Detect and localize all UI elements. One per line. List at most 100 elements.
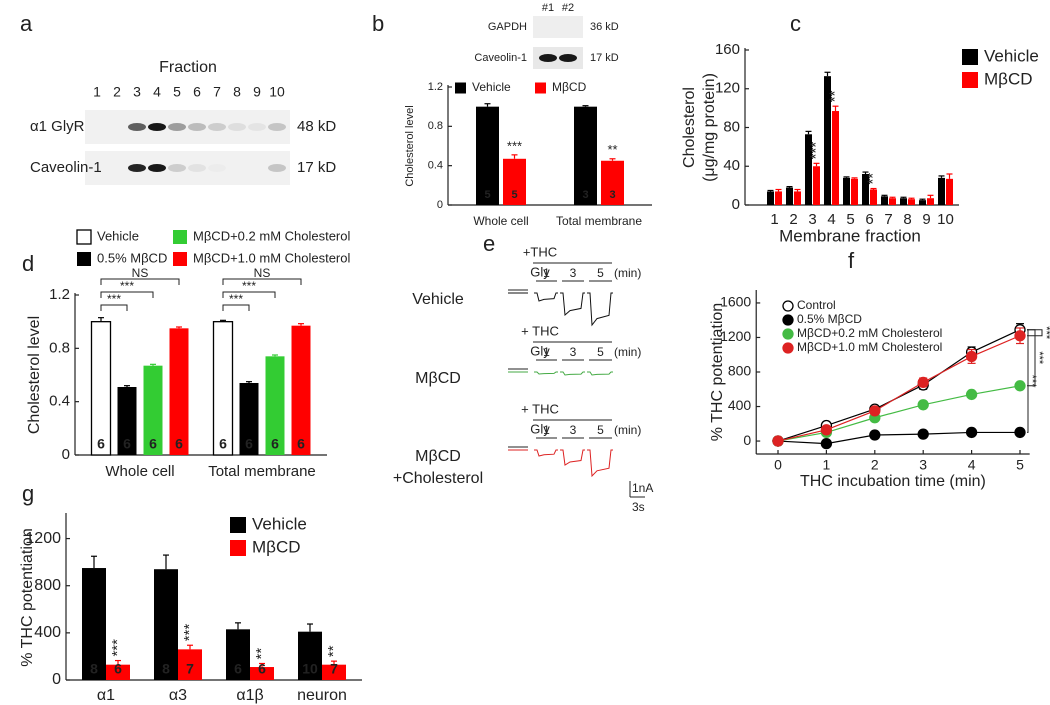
significance: *** [1040, 326, 1050, 340]
bar [851, 178, 858, 205]
lane-label: #2 [562, 2, 574, 14]
lane-label: 9 [253, 84, 261, 100]
bar [106, 664, 130, 680]
y-tick-label: 0.8 [428, 120, 443, 132]
data-point [869, 405, 881, 417]
y-tick-label: 1.2 [428, 81, 443, 93]
bar [927, 198, 934, 205]
lane-label: 6 [193, 84, 201, 100]
n-label: 6 [97, 436, 105, 452]
data-point [917, 399, 929, 411]
bar [298, 631, 322, 680]
x-tick-label: 10 [937, 211, 954, 228]
legend-swatch [455, 82, 466, 94]
data-point [869, 429, 881, 441]
legend-label: 0.5% MβCD [797, 312, 862, 326]
bar [938, 177, 945, 205]
bar [239, 383, 259, 455]
bar [832, 111, 839, 205]
agonist-label: Gly [530, 421, 550, 436]
x-tick-label: 6 [865, 211, 873, 228]
data-point [820, 424, 833, 436]
legend-swatch [230, 517, 246, 533]
lane-label: 7 [213, 84, 221, 100]
blot-band [208, 123, 226, 131]
blot-band [128, 164, 146, 172]
n-label: 6 [258, 661, 266, 677]
blot-band [128, 123, 146, 131]
data-point [820, 437, 833, 450]
bar [265, 356, 285, 455]
bracket-label: NS [132, 266, 149, 280]
unit-label: (min) [614, 423, 641, 437]
time-label: 3 [570, 266, 577, 280]
panel-label: e [483, 231, 495, 256]
bar [946, 178, 953, 205]
y-axis-label: (μg/mg protein) [701, 73, 718, 182]
bar [601, 160, 624, 205]
n-label: 6 [114, 661, 122, 677]
data-point [1014, 380, 1026, 392]
x-tick-label: 5 [1016, 457, 1024, 473]
current-trace [534, 371, 558, 375]
bar [813, 166, 820, 205]
lane-label: 2 [113, 84, 121, 100]
blot-band [168, 123, 186, 131]
agonist-label: Gly [530, 264, 550, 279]
y-axis-label: % THC potentiation [19, 528, 36, 666]
n-label: 5 [484, 189, 490, 201]
legend-swatch [535, 82, 546, 94]
series-line [777, 385, 1021, 442]
condition-label: +Cholesterol [393, 470, 483, 487]
y-tick-label: 800 [728, 363, 752, 379]
agonist-label: Gly [530, 343, 550, 358]
x-tick-label: 1 [823, 457, 831, 473]
blot-band [268, 164, 286, 172]
condition-label: MβCD [415, 370, 461, 387]
significance: *** [181, 624, 198, 642]
bar [870, 189, 877, 205]
time-label: 5 [597, 423, 604, 437]
bar [178, 649, 202, 680]
significance: ** [864, 173, 881, 185]
x-tick-label: 2 [871, 457, 879, 473]
blot-band [208, 164, 226, 172]
bar [82, 568, 106, 680]
bar [212, 321, 234, 456]
y-tick-label: 1.2 [49, 286, 70, 303]
significance: ** [607, 142, 617, 157]
time-label: 5 [597, 345, 604, 359]
x-tick-label: 0 [774, 457, 782, 473]
blot-band [188, 164, 206, 172]
x-tick-label: 1 [770, 211, 778, 228]
protein-label: Caveolin-1 [30, 159, 102, 176]
legend-marker [782, 300, 794, 312]
n-label: 8 [162, 661, 170, 677]
blot-band [188, 123, 206, 131]
condition-label: MβCD [415, 448, 461, 465]
lane-label: #1 [542, 2, 554, 14]
bracket [100, 278, 180, 285]
y-axis-label: % THC potentiation [709, 303, 726, 441]
n-label: 6 [149, 436, 157, 452]
x-tick-label: 8 [903, 211, 911, 228]
bracket [222, 278, 302, 285]
bar [226, 629, 250, 680]
legend-label: Control [797, 298, 836, 312]
size-label: 48 kD [297, 118, 336, 135]
bracket-label: *** [229, 292, 243, 306]
bar [154, 569, 178, 680]
blot-band [168, 164, 186, 172]
y-axis-label: Cholesterol [681, 87, 698, 168]
n-label: 6 [234, 661, 242, 677]
blot-strip [533, 47, 583, 69]
y-axis-label: Cholesterol level [404, 105, 416, 186]
bar [889, 198, 896, 205]
bar [90, 321, 112, 456]
n-label: 10 [302, 661, 318, 677]
panel-label: g [22, 481, 34, 506]
unit-label: (min) [614, 345, 641, 359]
bar [574, 106, 597, 205]
legend-label: MβCD+1.0 mM Cholesterol [797, 340, 942, 354]
bracket [100, 304, 128, 311]
